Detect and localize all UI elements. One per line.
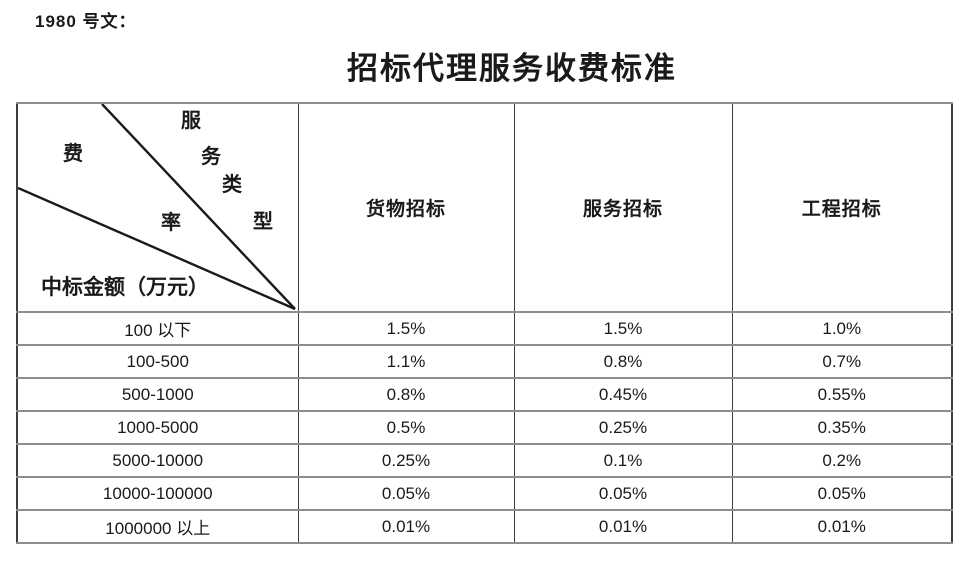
row-range-label: 1000-5000 <box>16 410 299 445</box>
rate-value: 1.0% <box>731 311 953 346</box>
rate-value: 0.2% <box>731 443 953 478</box>
rate-value: 0.01% <box>297 509 515 544</box>
row-range-label: 500-1000 <box>16 377 299 412</box>
table-row: 100 以下 1.5% 1.5% 1.0% <box>16 311 953 346</box>
row-range-label: 100-500 <box>16 344 299 379</box>
rate-value: 0.7% <box>731 344 953 379</box>
diagonal-corner-cell: 服 务 类 型 费 率 中标金额（万元） <box>16 102 299 313</box>
table-header-row: 服 务 类 型 费 率 中标金额（万元） 货物招标 服务招标 工程招标 <box>16 102 953 313</box>
rate-value: 1.5% <box>513 311 733 346</box>
row-range-label: 5000-10000 <box>16 443 299 478</box>
corner-label-fee-rate-char-1: 费 <box>63 143 83 165</box>
rate-value: 0.05% <box>731 476 953 511</box>
row-range-label: 10000-100000 <box>16 476 299 511</box>
rate-value: 0.25% <box>513 410 733 445</box>
rate-value: 0.45% <box>513 377 733 412</box>
rate-value: 0.55% <box>731 377 953 412</box>
table-row: 5000-10000 0.25% 0.1% 0.2% <box>16 443 953 478</box>
corner-label-service-type-char-4: 型 <box>253 211 273 233</box>
diagonal-corner-box: 服 务 类 型 费 率 中标金额（万元） <box>18 105 297 310</box>
diagonal-lines-graphic <box>18 105 296 310</box>
column-header-goods-bidding: 货物招标 <box>297 102 515 313</box>
table-row: 10000-100000 0.05% 0.05% 0.05% <box>16 476 953 511</box>
corner-label-service-type-char-3: 类 <box>222 174 242 196</box>
rate-value: 0.25% <box>297 443 515 478</box>
row-range-label: 1000000 以上 <box>16 509 299 544</box>
rate-value: 0.05% <box>297 476 515 511</box>
table-row: 1000-5000 0.5% 0.25% 0.35% <box>16 410 953 445</box>
rate-value: 0.01% <box>513 509 733 544</box>
rate-value: 0.01% <box>731 509 953 544</box>
fee-standard-table: 服 务 类 型 费 率 中标金额（万元） 货物招标 服务招标 工程招标 100 … <box>16 102 953 544</box>
rate-value: 0.5% <box>297 410 515 445</box>
rate-value: 0.8% <box>513 344 733 379</box>
table-row: 100-500 1.1% 0.8% 0.7% <box>16 344 953 379</box>
row-range-label: 100 以下 <box>16 311 299 346</box>
rate-value: 0.8% <box>297 377 515 412</box>
table-row: 500-1000 0.8% 0.45% 0.55% <box>16 377 953 412</box>
corner-label-fee-rate-char-2: 率 <box>161 212 181 234</box>
corner-label-bid-amount: 中标金额（万元） <box>41 275 209 299</box>
rate-value: 0.35% <box>731 410 953 445</box>
rate-value: 0.1% <box>513 443 733 478</box>
column-header-engineering-bidding: 工程招标 <box>731 102 953 313</box>
table-row: 1000000 以上 0.01% 0.01% 0.01% <box>16 509 953 544</box>
page-title: 招标代理服务收费标准 <box>347 51 677 86</box>
rate-value: 1.5% <box>297 311 515 346</box>
rate-value: 1.1% <box>297 344 515 379</box>
corner-label-service-type-char-1: 服 <box>181 110 201 132</box>
doc-number-label: 1980 号文： <box>35 12 137 31</box>
column-header-service-bidding: 服务招标 <box>513 102 733 313</box>
rate-value: 0.05% <box>513 476 733 511</box>
corner-label-service-type-char-2: 务 <box>201 146 221 168</box>
